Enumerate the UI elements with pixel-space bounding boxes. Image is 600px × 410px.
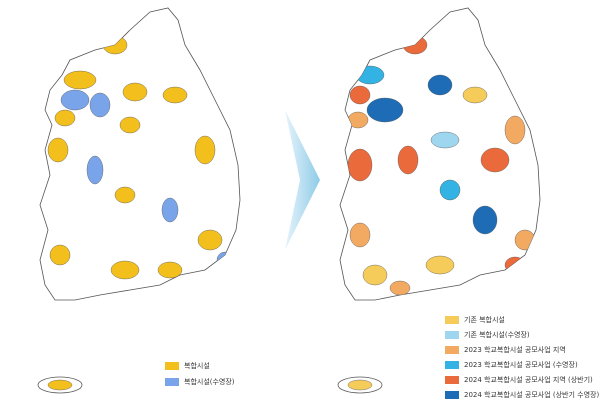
legend-swatch [165,378,179,386]
region [402,35,428,55]
region [425,255,455,275]
region [194,135,216,165]
legend-swatch [445,391,459,399]
region [362,264,388,286]
region [161,197,179,223]
region [427,74,453,96]
region [366,97,404,123]
legend-label: 2023 학교복합시설 공모사업 지역 [464,345,566,354]
region [86,155,104,185]
legend-label: 기존 복합시설 [464,315,505,324]
region [54,109,76,127]
region [162,86,188,104]
region [47,137,69,163]
region [430,131,460,149]
region [504,115,526,145]
region [119,116,141,134]
region [355,65,385,85]
jeju-region [47,379,73,391]
legend-swatch [445,331,459,339]
region [389,280,411,296]
legend-swatch [445,361,459,369]
region [49,244,71,266]
region [63,70,97,90]
left-regions [47,35,234,280]
region [439,179,461,201]
region [472,205,498,235]
legend-label: 2023 학교복합시설 공모사업 (수영장) [464,360,578,369]
legend-label: 2024 학교복합시설 공모사업 (상반기 수영장) [464,390,599,399]
region [60,89,90,111]
legend-swatch [165,362,179,370]
legend-swatch [445,346,459,354]
region [347,111,369,129]
region [102,35,128,55]
legend-label: 2024 학교복합시설 공모사업 지역 (상반기) [464,375,593,384]
legend-swatch [445,376,459,384]
region [397,145,419,175]
region [114,186,136,204]
legend-label: 복합시설(수영장) [184,377,235,386]
legend-label: 기존 복합시설(수영장) [464,330,530,339]
region [347,148,373,182]
legend-swatch [445,316,459,324]
region [216,251,234,269]
arrow [285,110,320,250]
region [462,86,488,104]
region [197,229,223,251]
region [480,147,510,173]
region [122,82,148,102]
region [110,260,140,280]
region [349,222,371,248]
region [504,256,526,274]
legend-label: 복합시설 [184,361,210,370]
region [89,92,111,118]
region [349,85,371,105]
jeju-region [347,379,373,391]
region [157,261,183,279]
